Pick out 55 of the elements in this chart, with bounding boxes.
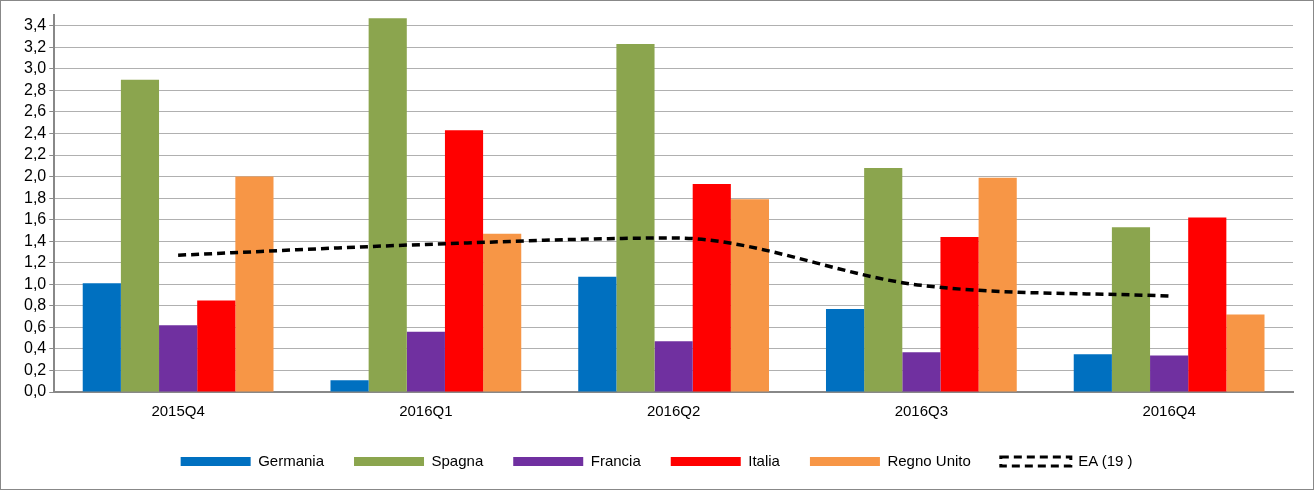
bar — [1150, 355, 1189, 392]
x-tick-label: 2016Q4 — [1142, 402, 1196, 420]
bar — [825, 309, 865, 392]
legend-label: Italia — [748, 451, 781, 469]
y-tick-label: 1,0 — [23, 274, 47, 292]
x-tick-label: 2015Q4 — [151, 402, 205, 420]
bar — [159, 325, 198, 392]
bar — [978, 177, 1017, 392]
bar — [616, 44, 655, 392]
y-tick-label: 2,2 — [23, 145, 47, 163]
y-tick-label: 2,8 — [23, 80, 47, 98]
y-tick-label: 2,4 — [23, 123, 47, 141]
y-tick-label: 2,6 — [23, 102, 47, 120]
legend-label: Germania — [258, 451, 325, 469]
bar — [197, 300, 236, 392]
y-tick-label: 2,0 — [23, 166, 47, 184]
y-tick-label: 3,4 — [23, 16, 47, 34]
bar — [444, 130, 484, 392]
y-tick-label: 1,2 — [23, 253, 47, 271]
bar — [1073, 354, 1112, 392]
bar — [578, 276, 617, 392]
bar — [654, 341, 693, 392]
legend-label: Francia — [590, 451, 642, 469]
bar — [692, 184, 731, 392]
y-tick-label: 0,6 — [23, 317, 47, 335]
x-tick-label: 2016Q2 — [646, 402, 701, 420]
y-tick-label: 3,0 — [23, 59, 47, 77]
bar — [1111, 227, 1151, 392]
bar — [483, 233, 522, 392]
bar — [235, 176, 274, 392]
line-series — [176, 236, 1171, 298]
bar — [864, 167, 903, 392]
y-tick-label: 0,4 — [23, 339, 47, 357]
y-tick-label: 3,2 — [23, 37, 47, 55]
bar — [1226, 314, 1265, 392]
x-tick-label: 2016Q3 — [894, 402, 949, 420]
bar — [368, 18, 407, 392]
bar — [82, 283, 121, 392]
bar — [120, 79, 160, 392]
y-tick-label: 0,2 — [23, 360, 47, 378]
legend-label: Spagna — [431, 451, 484, 469]
bar — [902, 352, 941, 392]
y-tick-label: 1,4 — [23, 231, 47, 249]
legend-label: Regno Unito — [887, 451, 971, 469]
x-tick-label: 2016Q1 — [399, 402, 453, 420]
bar — [406, 331, 445, 392]
legend-label: EA (19 ) — [1078, 451, 1133, 469]
bar — [1188, 217, 1227, 392]
y-tick-label: 1,8 — [23, 188, 47, 206]
bar — [940, 236, 979, 392]
y-tick-label: 0,8 — [23, 296, 47, 314]
bar — [730, 199, 770, 392]
y-tick-label: 1,6 — [23, 210, 47, 228]
bar — [330, 380, 369, 392]
y-tick-label: 0,0 — [23, 382, 47, 400]
